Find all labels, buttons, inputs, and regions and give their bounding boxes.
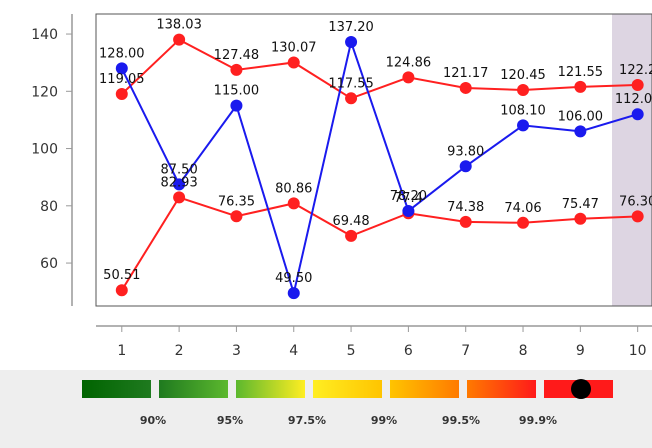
- y-tick-label: 80: [40, 199, 58, 215]
- highlight-band: [612, 14, 652, 306]
- legend-label: 90%: [139, 414, 167, 427]
- x-tick-label: 1: [117, 343, 126, 359]
- data-label: 87.50: [161, 162, 198, 177]
- legend-label: 95%: [216, 414, 244, 427]
- data-label: 106.00: [558, 109, 604, 124]
- y-tick-label: 100: [31, 142, 58, 158]
- data-point: [287, 287, 300, 300]
- x-tick-label: 8: [519, 343, 528, 359]
- data-point: [574, 212, 587, 225]
- data-label: 120.45: [500, 68, 546, 83]
- x-tick-label: 6: [404, 343, 413, 359]
- data-labels: 119.05 138.03 127.48 130.07 117.55 124.86 121.…: [99, 18, 652, 286]
- data-point: [230, 63, 243, 76]
- data-label: 80.86: [275, 181, 312, 196]
- percentile-legend: 90% 95% 97.5% 99% 99.5% 99.9%: [0, 370, 652, 448]
- data-label: 108.10: [500, 103, 546, 118]
- data-point: [173, 178, 186, 191]
- data-point: [517, 216, 530, 229]
- data-label: 76.30: [619, 194, 652, 209]
- data-label: 77.4: [394, 191, 423, 206]
- data-point: [517, 119, 530, 132]
- data-label: 119.05: [99, 72, 145, 87]
- data-point: [115, 62, 128, 75]
- data-label: 78.20: [390, 189, 427, 204]
- legend-segment: [236, 380, 305, 398]
- data-label: 117.55: [328, 76, 374, 91]
- series-line: [120, 38, 638, 297]
- data-point: [574, 80, 587, 93]
- x-axis-ticks: 1 2 3 4 5 6 7 8 9 10: [117, 326, 647, 359]
- y-tick-label: 120: [31, 84, 58, 100]
- y-axis-ticks: 60 80 100 120 140: [31, 27, 72, 272]
- data-label: 49.50: [275, 271, 312, 286]
- data-point: [402, 71, 415, 84]
- legend-segment: [467, 380, 536, 398]
- data-point: [459, 215, 472, 228]
- x-tick-label: 4: [289, 343, 298, 359]
- data-point: [402, 204, 415, 217]
- data-label: 74.06: [504, 201, 541, 216]
- data-label: 138.03: [156, 18, 202, 33]
- data-label: 76.35: [218, 194, 255, 209]
- data-point: [517, 84, 530, 97]
- data-label: 127.48: [214, 48, 260, 63]
- data-point: [345, 36, 358, 49]
- legend-segment: [159, 380, 228, 398]
- data-label: 93.80: [447, 144, 484, 159]
- data-label: 74.38: [447, 200, 484, 215]
- data-point: [631, 108, 644, 121]
- x-tick-label: 3: [232, 343, 241, 359]
- data-point: [459, 81, 472, 94]
- data-label: 112.00: [615, 92, 652, 107]
- series-line: [121, 38, 638, 100]
- data-point: [230, 210, 243, 223]
- legend-segment: [390, 380, 459, 398]
- legend-label: 99%: [370, 414, 398, 427]
- data-label: 137.20: [328, 20, 374, 35]
- y-tick-label: 60: [40, 256, 58, 272]
- data-label: 121.17: [443, 66, 489, 81]
- data-label: 115.00: [214, 84, 260, 99]
- data-label: 128.00: [99, 46, 145, 61]
- x-tick-label: 2: [175, 343, 184, 359]
- legend-label: 97.5%: [287, 414, 327, 427]
- legend-segment: [82, 380, 151, 398]
- plot-area: [95, 13, 652, 307]
- line-chart: 60 80 100 120 140 1 2 3 4 5 6 7 8 9 10 119.05 138.03 12…: [31, 13, 652, 359]
- legend-label: 99.9%: [518, 414, 558, 427]
- legend-marker: [571, 379, 591, 399]
- legend-segment: [313, 380, 382, 398]
- data-point: [345, 229, 358, 242]
- y-tick-label: 140: [31, 27, 58, 43]
- data-point: [173, 33, 186, 46]
- data-point: [345, 92, 358, 105]
- data-point: [115, 88, 128, 101]
- data-point: [230, 99, 243, 112]
- data-label: 121.55: [558, 65, 604, 80]
- legend-label: 99.5%: [441, 414, 481, 427]
- x-tick-label: 9: [576, 343, 585, 359]
- data-label: 122.2: [619, 63, 652, 78]
- data-label: 69.48: [332, 214, 369, 229]
- data-point: [574, 125, 587, 138]
- data-label: 82.93: [161, 175, 198, 190]
- x-tick-label: 5: [347, 343, 356, 359]
- data-label: 50.51: [103, 268, 140, 283]
- data-point: [173, 191, 186, 204]
- data-point: [287, 56, 300, 69]
- data-point: [631, 78, 644, 91]
- data-point: [115, 284, 128, 297]
- data-label: 130.07: [271, 40, 317, 55]
- x-tick-label: 10: [629, 343, 647, 359]
- data-label: 124.86: [386, 55, 432, 70]
- data-point: [459, 160, 472, 173]
- data-label: 75.47: [562, 197, 599, 212]
- data-point: [287, 197, 300, 210]
- series-line: [120, 196, 638, 291]
- series-layer: [115, 33, 644, 300]
- data-point: [631, 210, 644, 223]
- x-tick-label: 7: [461, 343, 470, 359]
